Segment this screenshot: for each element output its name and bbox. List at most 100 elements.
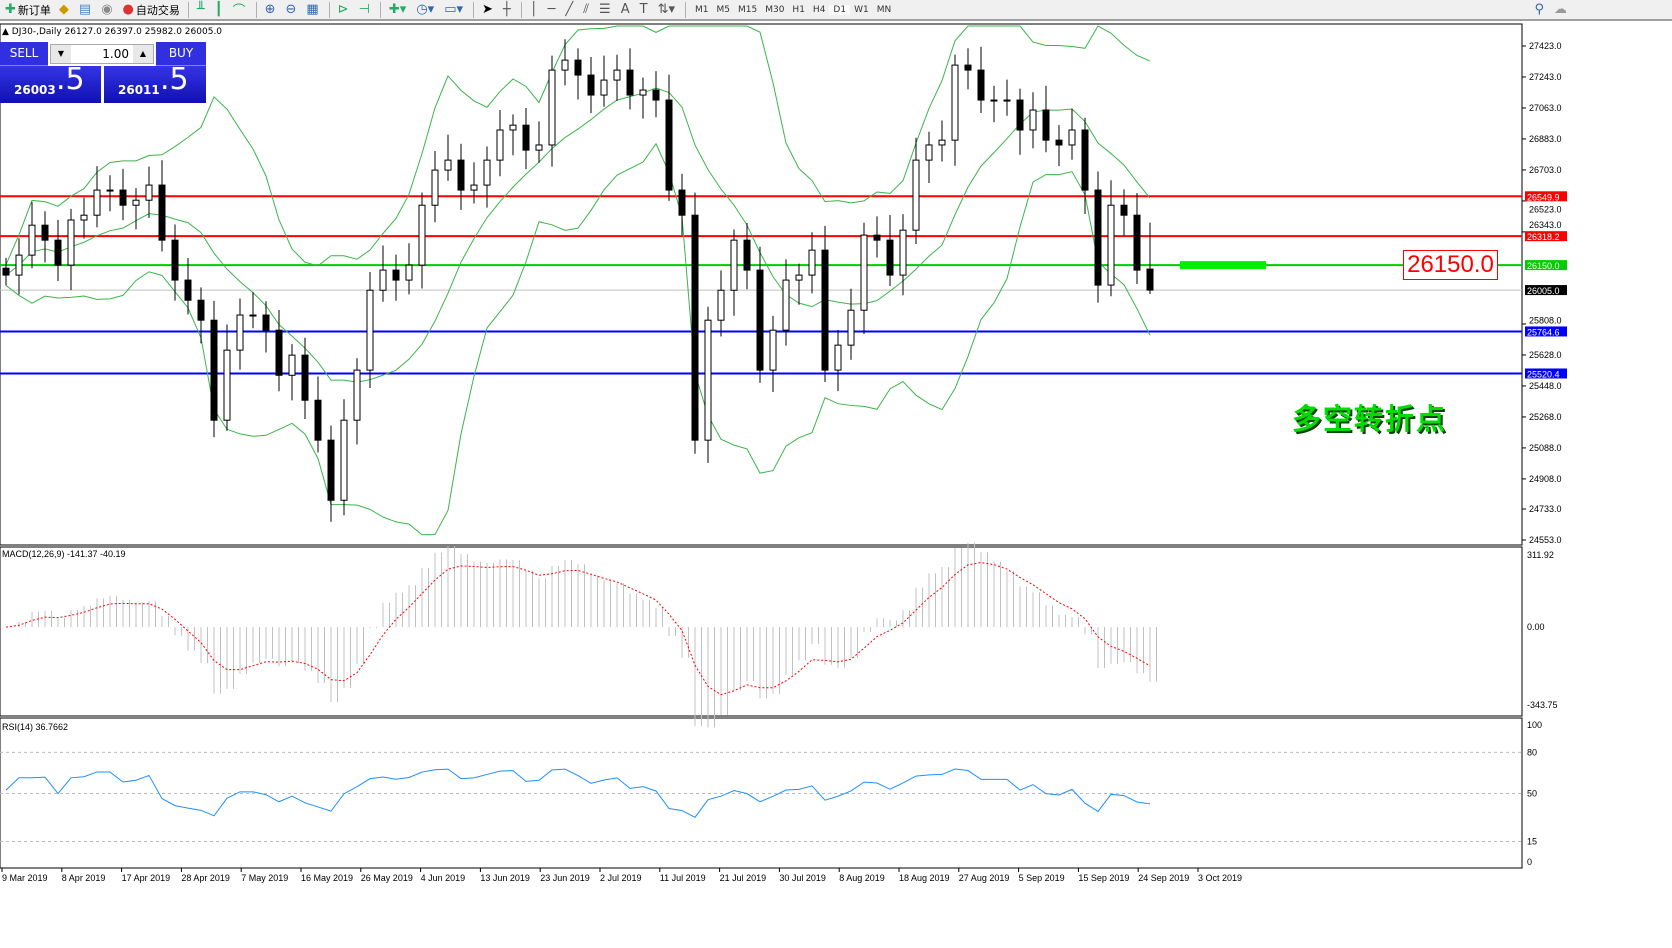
timeframe-m30[interactable]: M30	[765, 4, 785, 15]
candle	[444, 134, 452, 181]
candle-body	[847, 309, 855, 346]
price-tick-label: 25448.0	[1529, 381, 1562, 391]
chart-shift-button[interactable]: ⊣	[356, 0, 375, 19]
candle	[587, 57, 595, 114]
candle	[1042, 85, 1050, 153]
lot-decrease-button[interactable]: ▼	[51, 45, 71, 63]
lot-input[interactable]: 1.00	[102, 47, 129, 61]
periods-button[interactable]: ◷▾	[413, 0, 439, 19]
candle	[886, 215, 894, 287]
sell-price-main: 26003	[14, 83, 56, 97]
price-tick-label: 27423.0	[1529, 41, 1562, 51]
date-tick-label: 16 May 2019	[301, 873, 353, 883]
metaeditor-button[interactable]: ◆	[56, 0, 74, 19]
candle	[990, 85, 998, 123]
chat-button[interactable]: ☁	[1551, 0, 1572, 19]
turning-point-annotation[interactable]: 多空转折点	[1292, 402, 1448, 436]
tile-windows-button[interactable]: ▦	[303, 0, 323, 19]
candle	[938, 120, 946, 162]
timeframe-m1[interactable]: M1	[694, 4, 709, 15]
timeframe-mn[interactable]: MN	[876, 4, 892, 15]
chart-title: ▲ DJ30-,Daily 26127.0 26397.0 25982.0 26…	[2, 27, 222, 37]
candle-body	[54, 239, 62, 266]
terminal-button[interactable]: ▤	[76, 0, 96, 19]
timeframe-w1[interactable]: W1	[854, 4, 869, 15]
candlestick-button[interactable]: ┃	[212, 0, 228, 19]
sell-price[interactable]: 26003.5	[0, 62, 101, 103]
candle	[899, 214, 907, 296]
timeframe-h4[interactable]: H4	[812, 4, 826, 15]
candle-body	[756, 269, 764, 371]
candle-body	[860, 234, 868, 311]
zoom-out-button[interactable]: ⊖	[282, 0, 301, 19]
candle	[1120, 189, 1128, 236]
timeframe-h1[interactable]: H1	[792, 4, 805, 15]
buy-price-pips: .5	[160, 62, 189, 97]
autoscroll-button[interactable]: ⊳	[335, 0, 354, 19]
buy-price[interactable]: 26011.5	[104, 62, 206, 103]
candle	[691, 192, 699, 454]
zoom-in-button[interactable]: ⊕	[262, 0, 281, 19]
candle-body	[626, 69, 634, 96]
timeframe-d1[interactable]: D1	[829, 4, 851, 15]
vertical-line-button[interactable]: │	[527, 0, 543, 19]
text-label-button[interactable]: T	[637, 0, 653, 19]
text-button[interactable]: A	[618, 0, 635, 19]
pivot-price-tag[interactable]: 26150.0	[1403, 250, 1498, 280]
candle	[210, 300, 218, 438]
candle	[392, 254, 400, 301]
timeframe-m15[interactable]: M15	[737, 4, 758, 15]
candle-body	[236, 314, 244, 351]
auto-trading-button[interactable]: ● 自动交易	[120, 0, 183, 19]
date-tick-label: 9 Mar 2019	[2, 873, 48, 883]
auto-trading-label: 自动交易	[135, 3, 180, 17]
candle-body	[990, 99, 998, 102]
candle-body	[1133, 214, 1141, 271]
date-tick-label: 17 Apr 2019	[122, 873, 171, 883]
fibonacci-button[interactable]: ☰	[596, 0, 616, 19]
signals-button[interactable]: ◉	[98, 0, 117, 19]
candle-body	[483, 159, 491, 186]
candle-body	[574, 59, 582, 76]
candle-body	[1029, 109, 1037, 131]
candle	[1055, 125, 1063, 167]
cursor-button[interactable]: ➤	[479, 0, 498, 19]
candle	[1081, 117, 1089, 214]
candle-body	[808, 249, 816, 276]
horizontal-line-button[interactable]: ─	[545, 0, 561, 19]
buy-button[interactable]: BUY	[156, 42, 206, 66]
indicators-icon: ✚▾	[388, 2, 407, 17]
main-panel-frame	[0, 23, 1523, 546]
templates-button[interactable]: ▭▾	[441, 0, 468, 19]
trendline-button[interactable]: ╱	[562, 0, 578, 19]
indicators-button[interactable]: ✚▾	[386, 0, 411, 19]
new-order-button[interactable]: ✚ 新订单	[2, 0, 54, 19]
bollinger-band-upper	[5, 25, 1151, 267]
candle-body	[132, 199, 140, 206]
line-chart-button[interactable]: ⌒	[230, 0, 251, 19]
candle-body	[431, 169, 439, 206]
rsi-tick-label: 15	[1527, 836, 1537, 846]
lot-stepper: ▼ 1.00 ▲	[50, 44, 154, 64]
price-tick-label: 25628.0	[1529, 350, 1562, 360]
candle-body	[301, 354, 309, 401]
channel-button[interactable]: ⫽	[580, 0, 594, 19]
toolbar: ✚ 新订单 ◆ ▤ ◉ ● 自动交易 ╨ ┃ ⌒ ⊕ ⊖ ▦ ⊳ ⊣ ✚▾ ◷▾ ▭…	[0, 0, 1672, 21]
candle-body	[15, 254, 23, 276]
candle-body	[1068, 129, 1076, 146]
toolbar-separator	[379, 1, 381, 18]
bar-chart-button[interactable]: ╨	[194, 0, 210, 19]
toolbar-separator	[255, 1, 257, 18]
date-tick-label: 28 Apr 2019	[181, 873, 230, 883]
crosshair-button[interactable]: ┼	[500, 0, 516, 19]
sell-button[interactable]: SELL	[0, 42, 48, 66]
arrows-button[interactable]: ⇅▾	[655, 0, 680, 19]
search-button[interactable]: ⚲	[1531, 0, 1549, 19]
buy-price-main: 26011	[118, 83, 160, 97]
candle-body	[1146, 268, 1154, 291]
collapse-icon[interactable]: ▲	[2, 27, 12, 37]
candle-body	[613, 69, 621, 81]
lot-increase-button[interactable]: ▲	[133, 45, 153, 63]
timeframe-m5[interactable]: M5	[716, 4, 730, 15]
